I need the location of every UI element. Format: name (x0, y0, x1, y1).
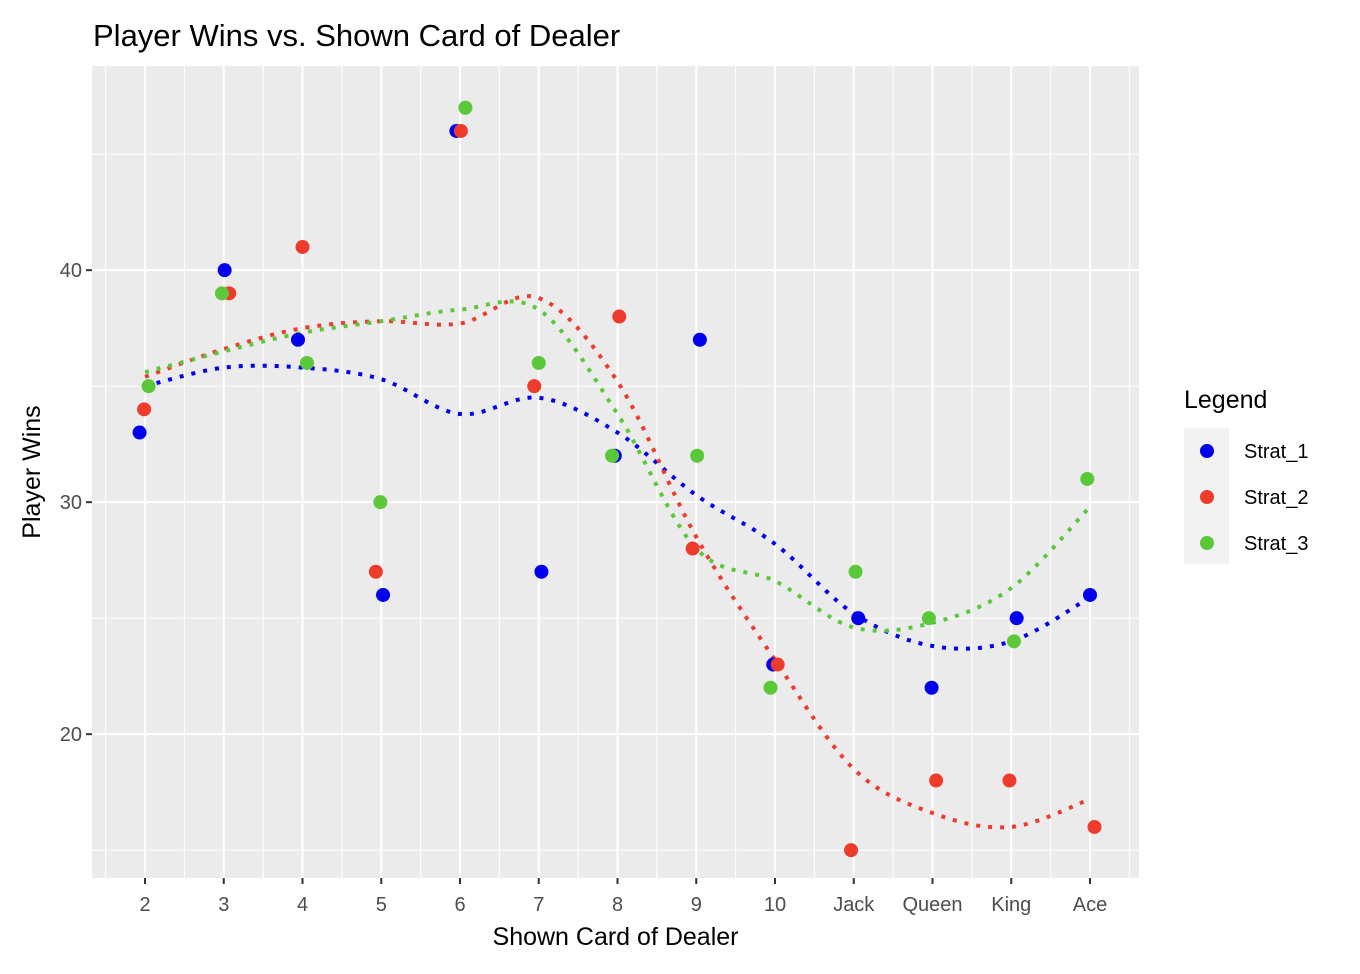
data-point-strat-3 (458, 100, 473, 115)
data-point-strat-1 (692, 332, 707, 347)
legend-title: Legend (1184, 386, 1267, 414)
x-tick-label: 5 (376, 894, 387, 916)
y-tick-label: 30 (60, 492, 82, 514)
x-tick-label: 8 (612, 894, 623, 916)
data-point-strat-1 (1009, 611, 1024, 626)
data-point-strat-2 (612, 309, 627, 324)
legend-label: Strat_2 (1244, 487, 1308, 509)
x-tick-label: 7 (533, 894, 544, 916)
y-axis: 20 30 40 (60, 260, 92, 746)
data-point-strat-1 (132, 425, 147, 440)
x-tick-label: 4 (297, 894, 308, 916)
x-tick-label: 9 (691, 894, 702, 916)
data-point-strat-2 (770, 657, 785, 672)
data-point-strat-2 (685, 541, 700, 556)
data-point-strat-3 (1006, 634, 1021, 649)
data-point-strat-1 (534, 564, 549, 579)
data-point-strat-3 (214, 286, 229, 301)
data-point-strat-3 (690, 448, 705, 463)
data-point-strat-2 (295, 239, 310, 254)
legend-key-strat-3 (1200, 536, 1214, 550)
data-point-strat-2 (527, 379, 542, 394)
data-point-strat-2 (1002, 773, 1017, 788)
legend-label: Strat_1 (1244, 441, 1308, 463)
legend-key-strat-2 (1200, 490, 1214, 504)
data-point-strat-3 (141, 379, 156, 394)
trend-line-strat-2 (144, 294, 1091, 830)
y-axis-title: Player Wins (18, 405, 46, 538)
x-tick-label: Queen (902, 894, 962, 916)
data-point-strat-3 (921, 611, 936, 626)
data-point-strat-3 (605, 448, 620, 463)
data-points (132, 100, 1102, 858)
data-point-strat-1 (376, 587, 391, 602)
data-point-strat-2 (368, 564, 383, 579)
data-point-strat-2 (844, 843, 859, 858)
y-tick-label: 20 (60, 724, 82, 746)
data-point-strat-2 (453, 123, 468, 138)
data-point-strat-3 (848, 564, 863, 579)
legend-key-strat-1 (1200, 444, 1214, 458)
grid-major (92, 66, 1139, 878)
legend: Legend Strat_1 Strat_2 Strat_3 (1184, 386, 1308, 564)
grid-minor (92, 66, 1139, 878)
data-point-strat-3 (300, 355, 314, 370)
legend-label: Strat_3 (1244, 533, 1308, 555)
data-point-strat-1 (291, 332, 305, 347)
data-point-strat-2 (137, 402, 152, 417)
data-point-strat-2 (1087, 819, 1102, 834)
x-tick-label: Jack (833, 894, 875, 916)
plot-panel (92, 66, 1139, 878)
data-point-strat-1 (1083, 587, 1097, 602)
data-point-strat-3 (763, 680, 778, 695)
data-point-strat-2 (929, 773, 944, 788)
data-point-strat-3 (531, 355, 546, 370)
data-point-strat-1 (851, 611, 866, 626)
x-tick-label: 6 (454, 894, 465, 916)
x-tick-label: 3 (218, 894, 229, 916)
data-point-strat-1 (924, 680, 939, 695)
x-axis: 2 3 4 5 6 7 8 9 10 Jack Queen King Ace (139, 878, 1107, 916)
x-tick-label: 10 (764, 894, 786, 916)
data-point-strat-3 (373, 495, 388, 510)
y-tick-label: 40 (60, 260, 82, 282)
data-point-strat-3 (1080, 471, 1095, 486)
x-axis-title: Shown Card of Dealer (493, 923, 739, 951)
x-tick-label: Ace (1073, 894, 1107, 916)
data-point-strat-1 (217, 263, 232, 278)
x-tick-label: 2 (139, 894, 150, 916)
x-tick-label: King (991, 894, 1031, 916)
chart-title: Player Wins vs. Shown Card of Dealer (93, 18, 620, 53)
